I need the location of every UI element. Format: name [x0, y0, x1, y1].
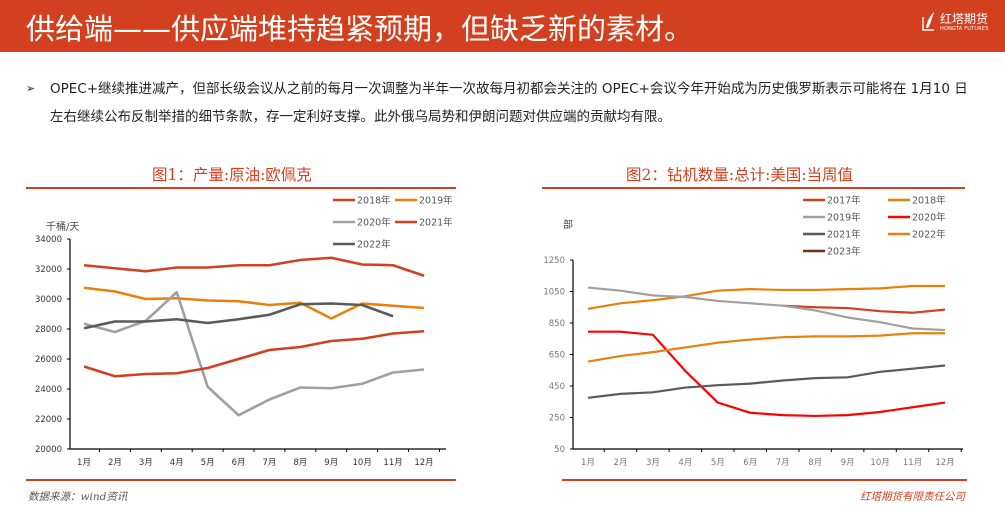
data-source-note: 数据来源：wind资讯: [28, 491, 128, 503]
series-line-2017年: [782, 304, 946, 314]
series-line-2018年: [83, 256, 425, 277]
logo-text-cn: 红塔期货: [940, 12, 989, 26]
series-line-2020年: [588, 330, 946, 418]
y-tick-label: 24000: [35, 385, 62, 395]
arrow-bullet-icon: ➢: [26, 82, 36, 95]
x-tick-label: 6月: [743, 458, 757, 468]
x-tick-label: 10月: [353, 458, 372, 468]
series-line-2019年: [587, 286, 946, 332]
header-bar: 供给端——供应端堆持趋紧预期，但缺乏新的素材。 红塔期货 HONGTA FUTU…: [0, 0, 1005, 52]
x-tick-label: 1月: [77, 458, 91, 468]
legend-label: 2021年: [827, 229, 861, 241]
x-tick-label: 4月: [170, 458, 184, 468]
y-tick-label: 20000: [35, 445, 62, 455]
legend-label: 2019年: [827, 212, 861, 224]
y-tick-label: 50: [554, 445, 565, 455]
x-tick-label: 11月: [903, 458, 922, 468]
y-tick-label: 28000: [35, 325, 62, 335]
logo-text-en: HONGTA FUTURES: [940, 26, 989, 32]
y-tick-label: 34000: [35, 235, 62, 245]
chart1-bottom-rule: [26, 479, 456, 481]
x-tick-label: 12月: [414, 458, 433, 468]
y-tick-label: 32000: [35, 265, 62, 275]
legend-label: 2020年: [357, 217, 391, 229]
bullet-text: OPEC+继续推进减产，但部长级会议从之前的每月一次调整为半年一次故每月初都会关…: [50, 81, 968, 125]
legend-label: 2017年: [827, 195, 861, 207]
legend-label: 2018年: [912, 195, 946, 207]
y-tick-label: 1250: [543, 256, 565, 266]
x-tick-label: 4月: [678, 458, 692, 468]
x-tick-label: 5月: [711, 458, 725, 468]
y-tick-label: 22000: [35, 415, 62, 425]
legend-label: 2018年: [357, 195, 391, 207]
x-tick-label: 3月: [646, 458, 660, 468]
legend-label: 2022年: [357, 239, 391, 251]
chart2-plot: 50 250 450 650 850 1050 1250 1月 2月 3月 4月 5月 6月 7月 8月 9月…: [543, 195, 963, 468]
y-tick-label: 250: [549, 414, 565, 424]
legend-label: 2019年: [419, 195, 453, 207]
company-name-footer: 红塔期货有限责任公司: [860, 491, 965, 503]
series-line-2021年: [83, 329, 425, 378]
chart2-title: 图2：钻机数量:总计:美国:当周值: [626, 166, 854, 184]
legend-label: 2022年: [912, 229, 946, 241]
company-logo: 红塔期货 HONGTA FUTURES: [922, 9, 1002, 39]
series-line-2019年: [83, 286, 425, 320]
x-tick-label: 9月: [841, 458, 855, 468]
x-tick-label: 10月: [870, 458, 889, 468]
x-tick-label: 9月: [324, 458, 338, 468]
x-tick-label: 8月: [808, 458, 822, 468]
chart2-top-rule: [542, 187, 965, 189]
y-tick-label: 450: [549, 382, 565, 392]
y-tick-label: 30000: [35, 295, 62, 305]
y-tick-label: 1050: [543, 288, 565, 298]
x-tick-label: 1月: [581, 458, 595, 468]
chart1-plot: 20000 22000 24000 26000 28000 30000 32000 34000…: [35, 195, 453, 469]
bullet-paragraph: ➢ OPEC+继续推进减产，但部长级会议从之前的每月一次调整为半年一次故每月初都…: [26, 75, 976, 131]
x-tick-label: 8月: [293, 458, 307, 468]
chart2-bottom-rule: [562, 479, 967, 481]
series-line-2022年: [83, 302, 394, 330]
x-tick-label: 6月: [232, 458, 246, 468]
chart1-title: 图1：产量:原油:欧佩克: [152, 166, 312, 184]
series-line-2021年: [587, 364, 946, 399]
legend-label: 2023年: [827, 246, 861, 258]
y-axis-label: 千桶/天: [46, 220, 79, 233]
x-tick-label: 7月: [262, 458, 276, 468]
legend-label: 2020年: [912, 212, 946, 224]
logo-leaf-icon: [922, 12, 934, 31]
page-title: 供给端——供应端堆持趋紧预期，但缺乏新的素材。: [26, 12, 694, 46]
x-tick-label: 2月: [613, 458, 627, 468]
y-tick-label: 850: [549, 319, 565, 329]
x-tick-label: 3月: [139, 458, 153, 468]
x-tick-label: 11月: [383, 458, 402, 468]
series-line-2022年: [587, 332, 945, 363]
x-tick-label: 2月: [108, 458, 122, 468]
x-tick-label: 12月: [935, 458, 954, 468]
y-tick-label: 650: [549, 351, 565, 361]
x-tick-label: 5月: [201, 458, 215, 468]
legend-label: 2021年: [419, 217, 453, 229]
series-line-2018年: [587, 284, 945, 310]
chart1-top-rule: [26, 187, 456, 189]
y-axis-label: 部: [563, 218, 573, 231]
x-tick-label: 7月: [776, 458, 790, 468]
y-tick-label: 26000: [35, 355, 62, 365]
